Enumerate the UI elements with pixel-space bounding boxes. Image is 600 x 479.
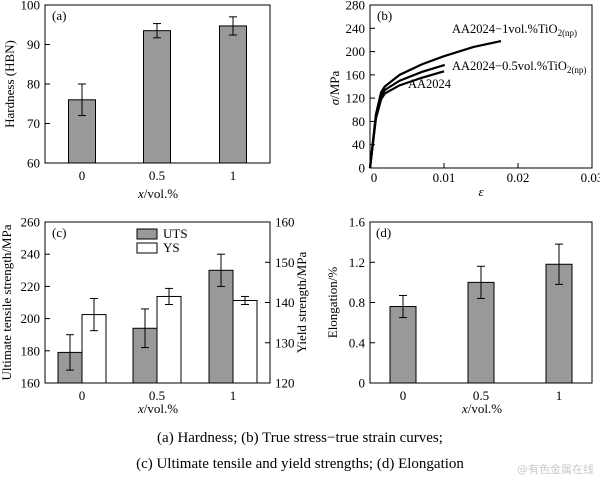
- panel-a-xtick-label: 1: [230, 168, 237, 183]
- panel-a-ylabel: Hardness (HBN): [2, 40, 17, 128]
- panel-b-series-label: AA2024: [408, 77, 452, 91]
- panel-c-legend-label-uts: UTS: [163, 226, 188, 241]
- panel-c-tag: (c): [52, 225, 66, 240]
- panel-c-ylabel-right: Yield strength/MPa: [294, 252, 309, 354]
- panel-c-bar-ys: [156, 295, 182, 384]
- caption-line-2: (c) Ultimate tensile and yield strengths…: [136, 456, 464, 472]
- panel-a-xtick-label: 0.5: [149, 168, 165, 183]
- panel-c-ytick-right-label: 160: [275, 215, 295, 230]
- panel-b-series-label: AA2024−0.5vol.%TiO2(np): [452, 59, 586, 75]
- panel-c-xlabel: x/vol.%: [137, 401, 178, 416]
- panel-d-xtick-label: 1: [556, 388, 563, 403]
- panel-c-legend-label-ys: YS: [163, 240, 180, 255]
- panel-a-ytick-label: 100: [21, 0, 41, 13]
- panel-b-xtick-label: 0: [371, 170, 378, 185]
- panel-b-frame: [369, 4, 593, 169]
- panel-b-tag: (b): [377, 8, 392, 23]
- panel-b-series-label: AA2024−1vol.%TiO2(np): [452, 22, 577, 38]
- panel-a-bar: [219, 25, 247, 164]
- panel-a-tag: (a): [52, 8, 66, 23]
- panel-c-bar-uts: [208, 269, 234, 384]
- panel-b-ytick-label: 240: [346, 21, 366, 36]
- panel-a-ytick-label: 70: [27, 116, 40, 131]
- panel-c-ytick-label: 260: [21, 215, 41, 230]
- panel-a-xtick-label: 0: [79, 168, 86, 183]
- panel-d-ytick-label: 1.2: [349, 255, 365, 270]
- panel-d-ytick-label: 1.6: [349, 215, 366, 230]
- panel-d-bar: [467, 281, 495, 384]
- panel-d-xlabel: x/vol.%: [461, 401, 502, 416]
- panel-b-ytick-label: 0: [359, 161, 366, 176]
- panel-b-series-line: [368, 40, 502, 169]
- panel-c-ytick-right-label: 120: [275, 376, 295, 391]
- panel-d-ylabel: Elongation/%: [325, 267, 340, 339]
- panel-a-bar: [68, 99, 96, 164]
- panel-b-xtick-label: 0.03: [581, 170, 600, 185]
- panel-a-ytick-label: 90: [27, 37, 40, 52]
- watermark: @有色金属在线: [517, 463, 594, 476]
- panel-b-ytick-label: 40: [352, 137, 365, 152]
- panel-c-ytick-label: 240: [21, 247, 41, 262]
- panel-b-ytick-label: 280: [346, 0, 366, 13]
- panel-d-ytick-label: 0.8: [349, 295, 365, 310]
- panel-a-xlabel: x/vol.%: [137, 186, 178, 201]
- panel-a-ytick-label: 80: [27, 77, 40, 92]
- panel-c-ytick-right-label: 130: [275, 335, 295, 350]
- panel-c-legend-swatch-ys: [136, 242, 158, 254]
- panel-c-ytick-label: 160: [21, 376, 41, 391]
- panel-b-ytick-label: 120: [346, 91, 366, 106]
- panel-b-ytick-label: 160: [346, 67, 366, 82]
- panel-d-xtick-label: 0: [400, 388, 407, 403]
- panel-c-ytick-label: 180: [21, 343, 41, 358]
- panel-c-ytick-label: 220: [21, 279, 41, 294]
- panel-d-xtick-label: 0.5: [473, 388, 489, 403]
- panel-b-xtick-label: 0.02: [507, 170, 530, 185]
- panel-c-legend-swatch-uts: [136, 228, 158, 240]
- panel-c-ytick-right-label: 140: [275, 295, 295, 310]
- panel-c-bar-ys: [232, 299, 258, 384]
- panel-c-ytick-label: 200: [21, 311, 41, 326]
- panel-b-xlabel: ε: [478, 184, 484, 199]
- panel-c-xtick-label: 1: [230, 388, 237, 403]
- panel-c-ytick-right-label: 150: [275, 255, 295, 270]
- panel-d-bar: [389, 306, 417, 384]
- panel-d-ytick-label: 0: [359, 376, 366, 391]
- caption-line-1: (a) Hardness; (b) True stress−true strai…: [157, 430, 443, 446]
- panel-c-xtick-label: 0.5: [149, 388, 165, 403]
- panel-d-tag: (d): [376, 225, 391, 240]
- panel-b-ylabel: σ/MPa: [327, 70, 342, 105]
- panel-c-ylabel: Ultimate tensile strength/MPa: [0, 224, 14, 380]
- panel-a-ytick-label: 60: [27, 156, 40, 171]
- panel-b-xtick-label: 0.01: [433, 170, 456, 185]
- panel-d-ytick-label: 0.4: [349, 335, 366, 350]
- panel-a-bar: [143, 30, 171, 164]
- panel-b-ytick-label: 80: [352, 114, 365, 129]
- panel-b-ytick-label: 200: [346, 44, 366, 59]
- panel-c-xtick-label: 0: [79, 388, 86, 403]
